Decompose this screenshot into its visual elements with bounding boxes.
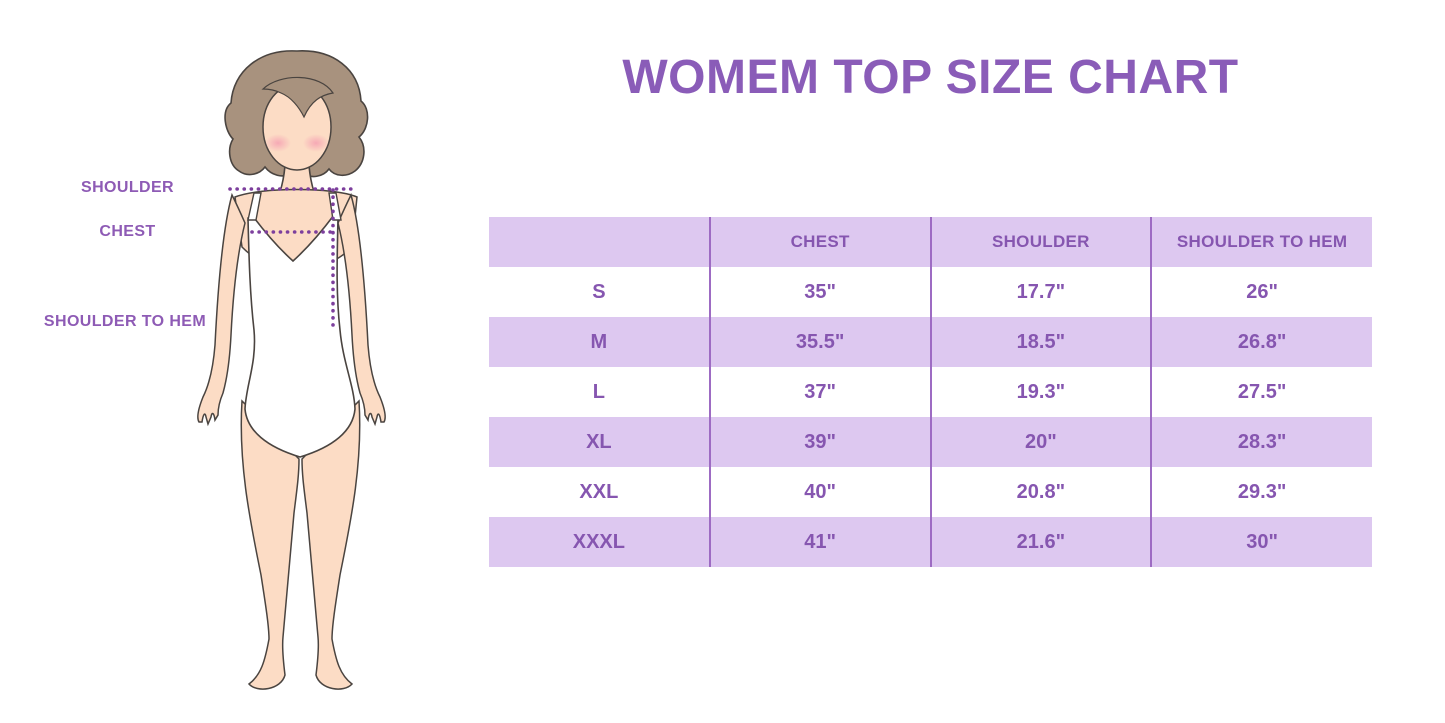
page-title: WOMEM TOP SIZE CHART bbox=[622, 51, 1239, 104]
shoulder-cell: 20.8" bbox=[929, 467, 1152, 517]
shoulder-cell: 21.6" bbox=[929, 517, 1152, 567]
size-cell: XXXL bbox=[489, 517, 710, 567]
left-strap bbox=[247, 192, 262, 221]
shoulder-to-hem-label: SHOULDER TO HEM bbox=[43, 313, 207, 330]
shoulder-to-hem-cell: 26.8" bbox=[1150, 317, 1372, 367]
shoulder-cell: 19.3" bbox=[929, 367, 1152, 417]
shoulder-label: SHOULDER bbox=[81, 179, 174, 196]
size-cell: M bbox=[489, 317, 710, 367]
table-row-l: L 37" 19.3" 27.5" bbox=[489, 367, 1372, 417]
shoulder-to-hem-cell: 30" bbox=[1150, 517, 1372, 567]
chest-cell: 41" bbox=[708, 517, 931, 567]
size-table: CHEST SHOULDER SHOULDER TO HEM S 35" 17.… bbox=[489, 217, 1372, 567]
left-blush bbox=[265, 134, 291, 152]
column-header-size bbox=[489, 217, 710, 267]
chest-label: CHEST bbox=[99, 223, 156, 240]
right-blush bbox=[303, 134, 329, 152]
shoulder-cell: 20" bbox=[929, 417, 1152, 467]
size-cell: XXL bbox=[579, 480, 619, 503]
size-cell: L bbox=[592, 380, 605, 403]
table-row-m: M 35.5" 18.5" 26.8" bbox=[489, 317, 1372, 367]
chest-cell: 40" bbox=[708, 467, 931, 517]
hair-fringe bbox=[261, 76, 335, 119]
right-leg bbox=[301, 399, 361, 690]
left-arm bbox=[197, 192, 246, 427]
shoulder-cell: 18.5" bbox=[929, 317, 1152, 367]
column-header-shoulder-to-hem: SHOULDER TO HEM bbox=[1150, 217, 1372, 267]
table-row-xxl: XXL 40" 20.8" 29.3" bbox=[489, 467, 1372, 517]
table-row-s: S 35" 17.7" 26" bbox=[489, 267, 1372, 317]
column-header-shoulder: SHOULDER bbox=[929, 217, 1152, 267]
shoulder-to-hem-cell: 29.3" bbox=[1150, 467, 1372, 517]
size-cell: S bbox=[592, 280, 606, 303]
chest-cell: 37" bbox=[708, 367, 931, 417]
shoulder-to-hem-cell: 26" bbox=[1150, 267, 1372, 317]
left-leg bbox=[240, 399, 300, 690]
column-header-chest: CHEST bbox=[708, 217, 931, 267]
chest-cell: 39" bbox=[708, 417, 931, 467]
shoulder-cell: 17.7" bbox=[929, 267, 1152, 317]
chest-cell: 35" bbox=[708, 267, 931, 317]
chest-cell: 35.5" bbox=[708, 317, 931, 367]
right-arm bbox=[337, 192, 386, 427]
shoulder-to-hem-cell: 28.3" bbox=[1150, 417, 1372, 467]
woman-figure-illustration bbox=[185, 45, 415, 705]
camisole-garment bbox=[244, 213, 356, 458]
shoulder-to-hem-cell: 27.5" bbox=[1150, 367, 1372, 417]
table-row-xxxl: XXXL 41" 21.6" 30" bbox=[489, 517, 1372, 567]
table-row-xl: XL 39" 20" 28.3" bbox=[489, 417, 1372, 467]
size-cell: XL bbox=[489, 417, 710, 467]
table-header-row: CHEST SHOULDER SHOULDER TO HEM bbox=[489, 217, 1372, 267]
woman-figure-svg bbox=[197, 50, 386, 690]
